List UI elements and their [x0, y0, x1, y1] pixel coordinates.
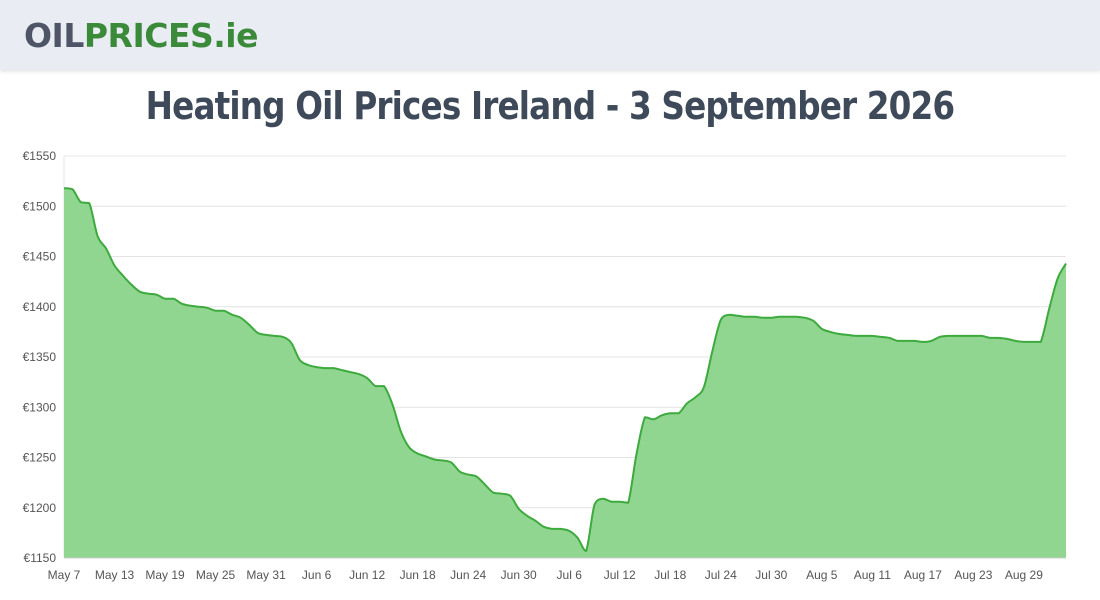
x-tick-label: Aug 17: [904, 568, 942, 582]
chart-title: Heating Oil Prices Ireland - 3 September…: [145, 84, 956, 128]
y-tick-label: €1300: [23, 400, 57, 414]
x-tick-label: May 13: [95, 568, 135, 582]
site-header: OILPRICES.ie: [0, 0, 1100, 70]
y-tick-label: €1400: [23, 300, 57, 314]
price-line: [63, 187, 1067, 553]
x-tick-label: May 19: [145, 568, 185, 582]
site-logo[interactable]: OILPRICES.ie: [24, 16, 258, 56]
y-tick-label: €1200: [23, 501, 57, 515]
x-tick-label: Jul 18: [654, 568, 686, 582]
y-tick-label: €1150: [24, 551, 57, 565]
x-tick-label: Aug 11: [854, 568, 891, 582]
x-tick-label: Jul 6: [557, 568, 583, 582]
x-tick-label: Jun 6: [302, 568, 332, 582]
x-tick-label: Aug 23: [954, 568, 992, 582]
y-tick-label: €1250: [23, 451, 57, 465]
x-tick-label: Jul 24: [705, 568, 737, 582]
logo-text-oil: OIL: [24, 16, 84, 55]
y-tick-label: €1350: [23, 350, 57, 364]
x-tick-label: May 7: [48, 568, 81, 582]
x-tick-label: May 25: [196, 568, 236, 582]
x-tick-label: Aug 5: [806, 568, 838, 582]
x-tick-label: Jul 30: [755, 568, 787, 582]
y-tick-label: €1550: [23, 149, 57, 163]
x-tick-label: Jun 12: [349, 568, 385, 582]
x-tick-label: Jun 30: [501, 568, 537, 582]
x-tick-label: Jun 18: [400, 568, 436, 582]
y-axis: €1150 €1200 €1250 €1300 €1350 €1400 €1450 €1500…: [23, 149, 57, 565]
x-tick-label: Jun 24: [450, 568, 486, 582]
y-tick-label: €1450: [23, 250, 57, 264]
logo-text-ie: .ie: [213, 16, 258, 55]
price-area-fill: [64, 188, 1066, 558]
x-tick-label: Jul 12: [604, 568, 636, 582]
x-tick-label: Aug 29: [1005, 568, 1043, 582]
logo-text-prices: PRICES: [83, 16, 214, 55]
y-tick-label: €1500: [23, 199, 57, 213]
x-axis: May 7 May 13 May 19 May 25 May 31 Jun 6 Jun 12…: [48, 568, 1044, 582]
x-tick-label: May 31: [246, 568, 286, 582]
